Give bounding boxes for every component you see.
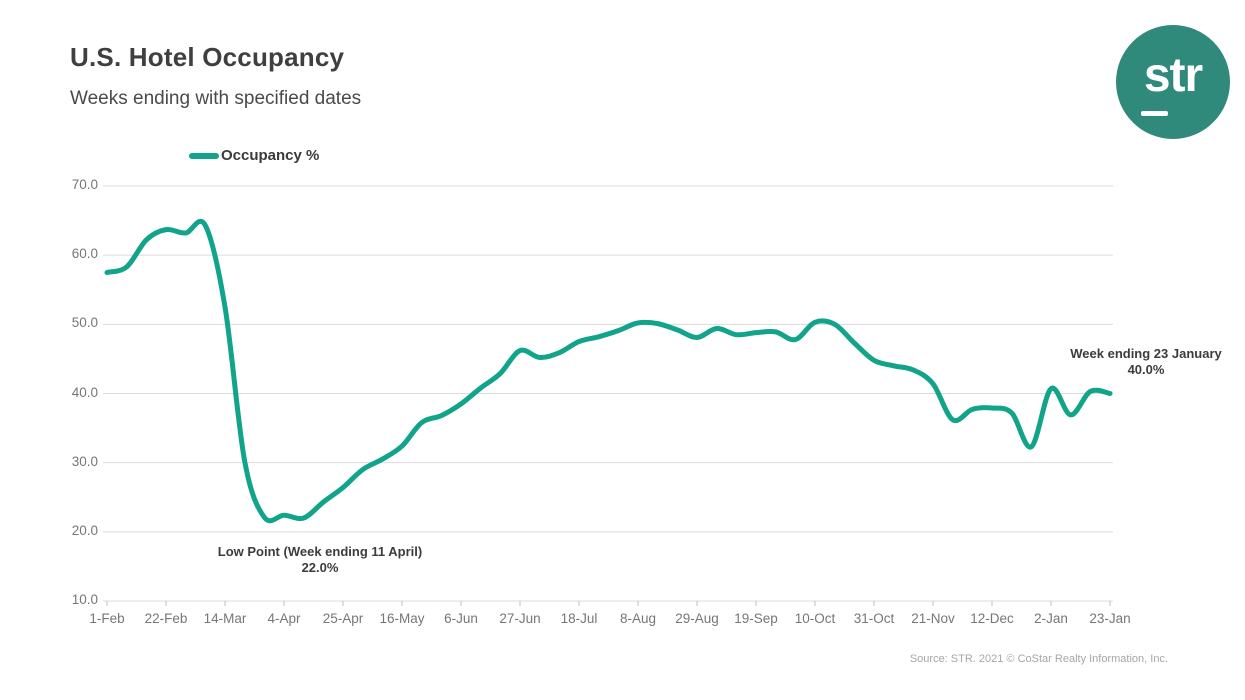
latest-week-annotation-value: 40.0% [1127,362,1165,378]
y-axis-label: 10.0 [71,592,98,607]
low-point-annotation-value: 22.0% [301,560,339,576]
str-logo-text: str [1143,49,1203,102]
y-axis-label: 40.0 [71,384,98,400]
y-axis-label: 60.0 [71,246,98,262]
x-axis-label: 18-Jul [560,611,598,626]
legend-label: Occupancy % [221,147,320,164]
x-axis-label: 16-May [379,611,425,626]
x-axis-label: 10-Oct [794,611,836,626]
y-axis-label: 50.0 [71,315,98,331]
x-axis-label: 23-Jan [1089,611,1131,626]
source-attribution: Source: STR. 2021 © CoStar Realty Inform… [909,653,1168,665]
x-axis-label: 22-Feb [144,611,188,626]
x-axis-label: 14-Mar [203,611,247,626]
x-axis-label: 2-Jan [1034,611,1068,626]
x-axis-label: 29-Aug [675,611,719,626]
low-point-annotation-text: Low Point (Week ending 11 April) [217,544,423,559]
legend-line-swatch [189,152,219,159]
x-axis-label: 25-Apr [322,611,364,626]
chart-legend: Occupancy % [189,147,319,164]
page-subtitle: Weeks ending with specified dates [70,88,362,109]
x-axis-label: 31-Oct [853,611,895,626]
x-axis-label: 1-Feb [89,611,125,626]
x-axis-label: 8-Aug [619,611,657,626]
str-logo: str [1116,25,1230,139]
y-axis-label: 70.0 [71,177,98,192]
x-axis-label: 21-Nov [911,611,955,626]
x-axis-label: 6-Jun [444,611,478,626]
y-axis-label: 20.0 [71,522,98,538]
x-axis-label: 12-Dec [970,611,1014,626]
low-point-annotation: Low Point (Week ending 11 April) 22.0% [195,544,445,577]
page-title: U.S. Hotel Occupancy [70,42,345,72]
str-logo-underline-mark [1141,111,1168,116]
latest-week-annotation-text: Week ending 23 January [1070,346,1222,361]
y-axis-label: 30.0 [71,453,98,469]
latest-week-annotation: Week ending 23 January 40.0% [1046,346,1245,379]
x-axis-label: 4-Apr [267,611,301,626]
occupancy-series-line [104,218,1113,524]
x-axis-label: 27-Jun [499,611,541,626]
x-axis-label: 19-Sep [734,611,778,626]
